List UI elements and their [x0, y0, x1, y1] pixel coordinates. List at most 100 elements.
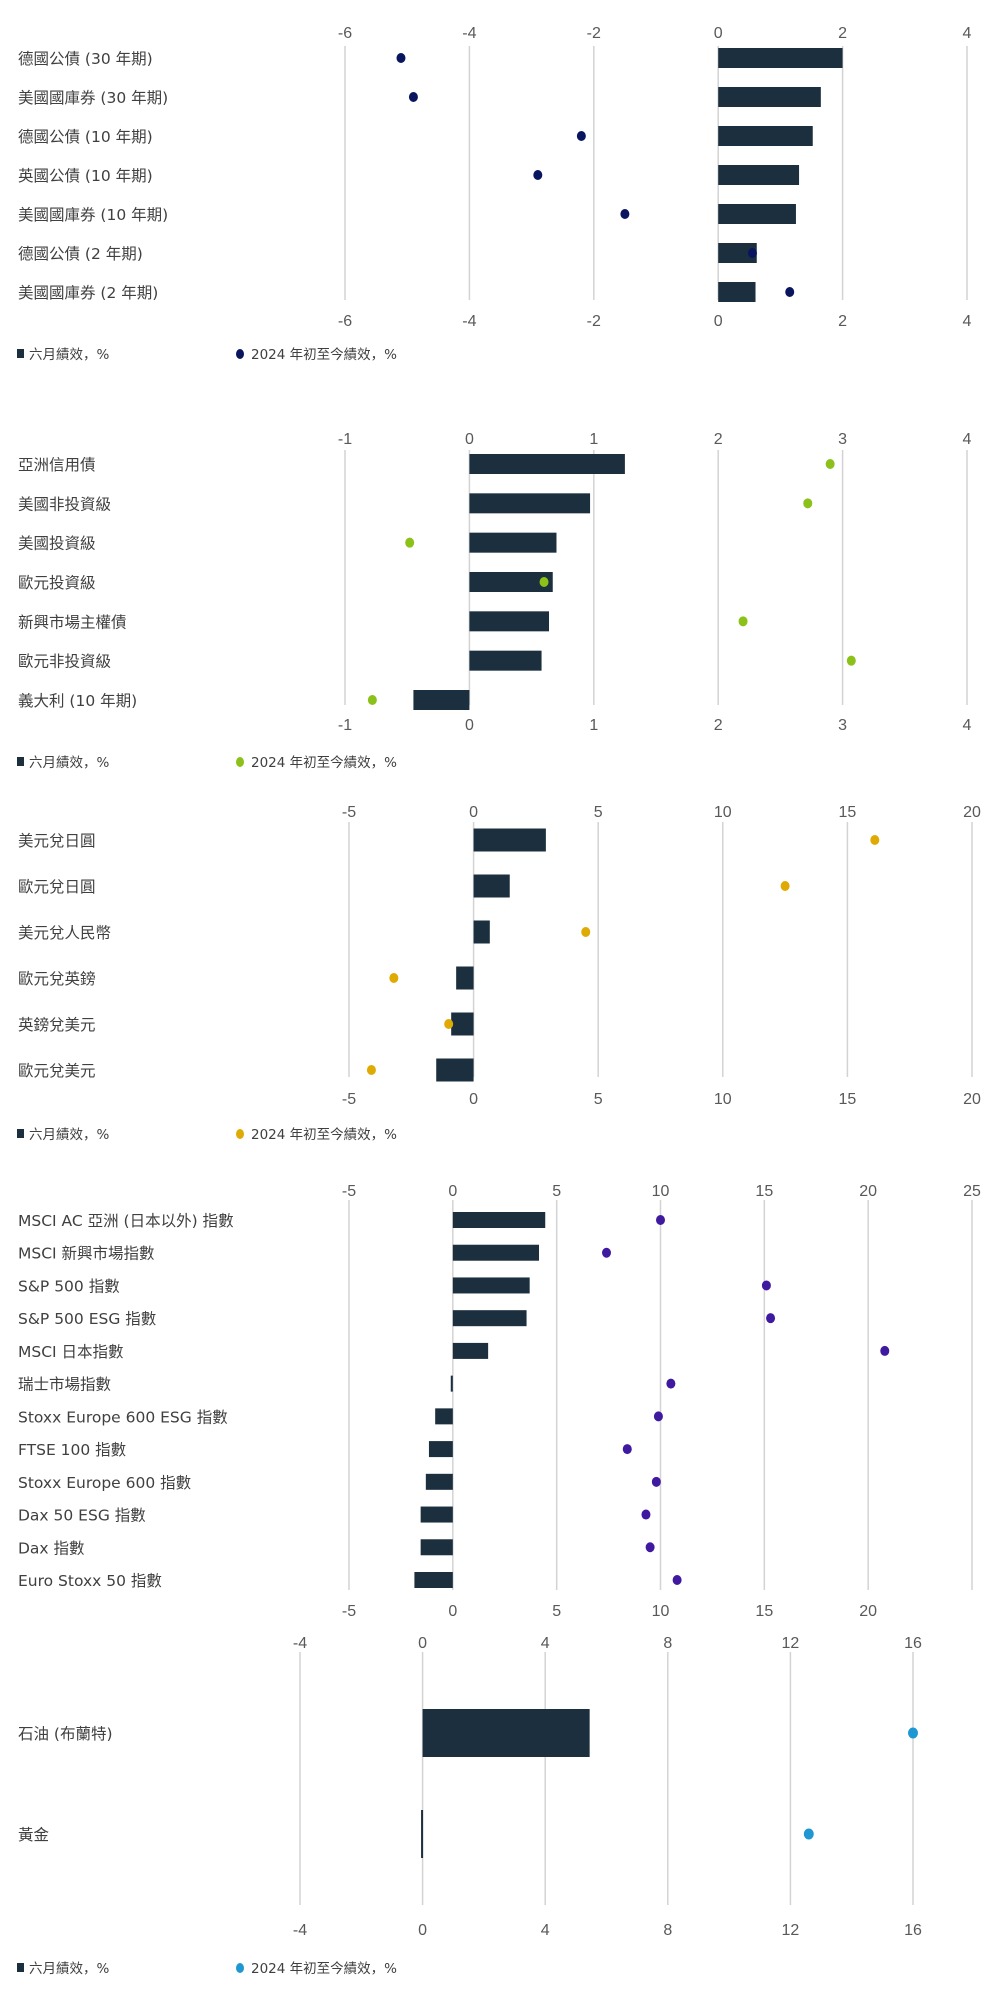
- category-label: 英鎊兌美元: [18, 1016, 96, 1034]
- ytd-performance-dot: [366, 1065, 376, 1075]
- top-tick-label: 15: [839, 804, 857, 821]
- top-tick-label: 2: [838, 25, 847, 42]
- ytd-performance-dot: [576, 131, 586, 141]
- chart-4: -5 0 5 10 15 20 25 -5 0 5 10 15 20 MSCI AC 亞洲 (日本以外) …: [18, 1183, 981, 1620]
- category-label: MSCI 新興市場指數: [18, 1245, 155, 1263]
- june-performance-bar: [420, 1506, 453, 1523]
- chart-3: -5 0 5 10 15 20 -5 0 5 10 15 20 美元兌日圓歐元兌日圓美元兌人民幣歐元兌英…: [17, 804, 981, 1143]
- june-performance-bar: [428, 1441, 453, 1458]
- top-tick-label: 0: [714, 25, 723, 42]
- ytd-performance-dot: [880, 1345, 890, 1356]
- bottom-tick-label: 3: [838, 717, 847, 734]
- ytd-performance-dot: [803, 498, 813, 509]
- ytd-performance-dot: [666, 1378, 676, 1389]
- top-tick-label: 10: [714, 804, 732, 821]
- ytd-performance-dot: [651, 1476, 661, 1487]
- top-tick-label: 10: [652, 1183, 670, 1200]
- category-label: 德國公債 (10 年期): [18, 128, 153, 146]
- bottom-tick-label: 5: [594, 1091, 603, 1108]
- june-performance-bar: [473, 828, 546, 852]
- top-tick-label: 8: [663, 1635, 672, 1652]
- category-label: 美國國庫券 (2 年期): [18, 284, 158, 302]
- ytd-performance-dot: [389, 973, 399, 983]
- ytd-performance-dot: [747, 248, 757, 258]
- bottom-tick-label: 2: [714, 717, 723, 734]
- bottom-tick-label: 12: [782, 1922, 800, 1939]
- june-performance-bar: [425, 1473, 453, 1490]
- legend-dot-swatch: [236, 1129, 244, 1139]
- category-label: 美國投資級: [18, 535, 96, 553]
- legend-bar-swatch: [17, 1963, 24, 1972]
- june-performance-bar: [414, 1572, 453, 1588]
- june-performance-bar: [469, 650, 542, 671]
- top-tick-label: -4: [293, 1635, 307, 1652]
- category-label: Stoxx Europe 600 ESG 指數: [18, 1408, 228, 1426]
- ytd-performance-dot: [396, 53, 406, 63]
- legend-bar-label: 六月績效，%: [29, 1961, 109, 1977]
- ytd-performance-dot: [870, 835, 880, 845]
- legend-bar-label: 六月績效，%: [29, 755, 109, 771]
- legend-dot-swatch: [236, 349, 244, 359]
- bottom-tick-label: -4: [462, 313, 476, 330]
- ytd-performance-dot: [908, 1727, 918, 1739]
- ytd-performance-dot: [408, 92, 418, 102]
- top-tick-label: 4: [963, 25, 972, 42]
- bottom-tick-label: 2: [838, 313, 847, 330]
- category-label: 義大利 (10 年期): [18, 692, 137, 710]
- category-label: MSCI 日本指數: [18, 1343, 124, 1361]
- top-tick-label: -4: [462, 25, 476, 42]
- category-label: Euro Stoxx 50 指數: [18, 1572, 162, 1590]
- bottom-tick-label: 8: [663, 1922, 672, 1939]
- ytd-performance-dot: [780, 881, 790, 891]
- ytd-performance-dot: [803, 1828, 814, 1840]
- category-label: Dax 50 ESG 指數: [18, 1507, 146, 1525]
- bottom-tick-label: -5: [342, 1091, 356, 1108]
- category-label: 歐元非投資級: [18, 653, 111, 671]
- june-performance-bar: [420, 1539, 453, 1556]
- bottom-tick-label: 20: [859, 1603, 877, 1620]
- category-label: 黃金: [18, 1826, 50, 1844]
- bottom-tick-label: 10: [652, 1603, 670, 1620]
- ytd-performance-dot: [641, 1509, 651, 1520]
- bottom-tick-label: -1: [338, 717, 352, 734]
- top-tick-label: 16: [904, 1635, 922, 1652]
- legend-dot-swatch: [236, 1963, 244, 1973]
- category-label: 美國國庫券 (10 年期): [18, 206, 168, 224]
- category-label: 德國公債 (2 年期): [18, 245, 143, 263]
- top-tick-label: 0: [469, 804, 478, 821]
- legend: 六月績效，% 2024 年初至今績效，%: [17, 1960, 397, 1977]
- june-performance-bar: [450, 1375, 453, 1392]
- category-label: 德國公債 (30 年期): [18, 50, 153, 68]
- top-tick-label: 20: [963, 804, 981, 821]
- category-label: 歐元兌美元: [18, 1062, 96, 1080]
- category-label: 英國公債 (10 年期): [18, 167, 153, 185]
- june-performance-bar: [469, 532, 557, 553]
- top-tick-label: 20: [859, 1183, 877, 1200]
- category-label: FTSE 100 指數: [18, 1441, 126, 1459]
- legend: 六月績效，% 2024 年初至今績效，%: [17, 1126, 397, 1143]
- ytd-performance-dot: [656, 1215, 665, 1225]
- ytd-performance-dot: [825, 459, 835, 469]
- bottom-tick-label: 15: [755, 1603, 773, 1620]
- june-performance-bar: [473, 874, 510, 898]
- legend-dot-label: 2024 年初至今績效，%: [251, 1960, 397, 1977]
- bottom-tick-label: 0: [418, 1922, 427, 1939]
- june-performance-bar: [473, 920, 490, 944]
- bottom-tick-label: 1: [589, 717, 598, 734]
- june-performance-bar: [469, 454, 625, 474]
- top-tick-label: 3: [838, 431, 847, 448]
- ytd-performance-dot: [620, 209, 630, 219]
- ytd-performance-dot: [785, 287, 795, 297]
- top-tick-label: 25: [963, 1183, 981, 1200]
- top-tick-label: 4: [541, 1635, 550, 1652]
- chart-2: -1 0 1 2 3 4 -1 0 1 2 3 4 亞洲信用債美國非投資級美國投資級歐元投資級新興市場主…: [17, 431, 972, 771]
- bottom-tick-label: 4: [963, 717, 972, 734]
- june-performance-bar: [456, 966, 474, 990]
- top-tick-label: -6: [338, 25, 352, 42]
- ytd-performance-dot: [622, 1444, 632, 1455]
- ytd-performance-dot: [761, 1280, 771, 1291]
- bottom-tick-label: 0: [714, 313, 723, 330]
- legend-bar-swatch: [17, 757, 24, 766]
- bottom-tick-label: -4: [293, 1922, 307, 1939]
